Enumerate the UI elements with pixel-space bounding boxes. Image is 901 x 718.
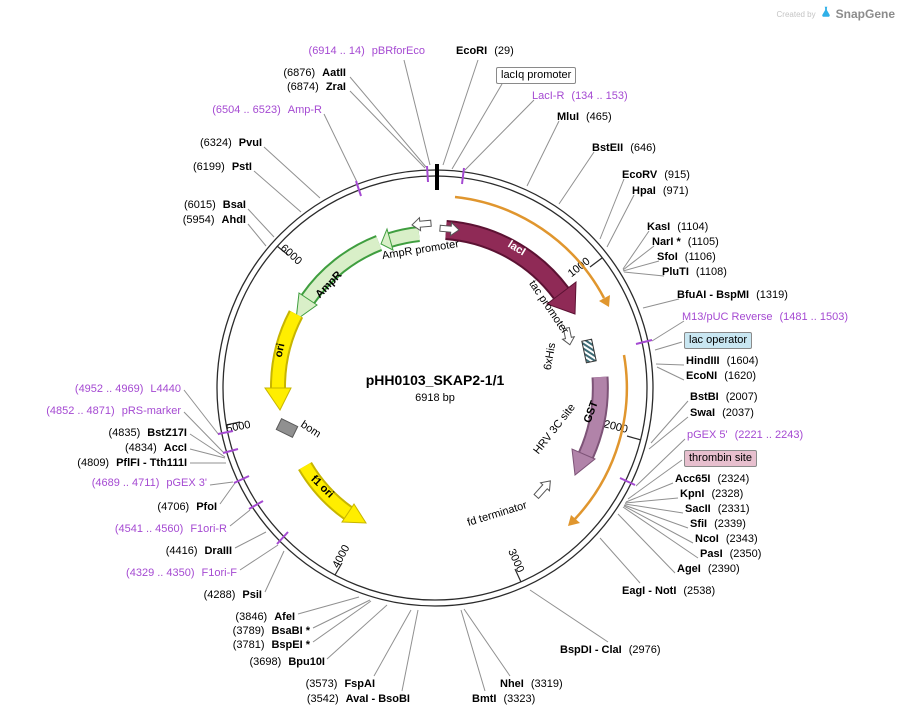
site-label-mlui[interactable]: MluI (465) (557, 111, 612, 123)
site-label-ahdi[interactable]: (5954) AhdI (182, 214, 246, 226)
site-label-kpni[interactable]: KpnI (2328) (680, 488, 744, 500)
fd-terminator-arrow-icon[interactable] (532, 477, 555, 501)
ampr-promoter-arrow[interactable] (380, 226, 421, 251)
site-label-aatii[interactable]: (6876) AatII (283, 67, 346, 79)
site-label-bsteii[interactable]: BstEII (646) (592, 142, 656, 154)
primer-label-pbrforeco[interactable]: (6914 .. 14) pBRforEco (308, 45, 425, 57)
site-label-sfii[interactable]: SfiI (2339) (690, 518, 746, 530)
site-label-bsabi[interactable]: (3789) BsaBI * (232, 625, 310, 637)
site-label-sacii[interactable]: SacII (2331) (685, 503, 750, 515)
scale-label-5000: 5000 (225, 419, 251, 435)
primer-ticks (217, 165, 653, 545)
laciq-promoter-arrow-icon[interactable] (411, 216, 432, 232)
plasmid-title: pHH0103_SKAP2-1/1 (366, 372, 505, 388)
site-label-kasi[interactable]: KasI (1104) (647, 221, 709, 233)
site-label-avai-bsobi[interactable]: (3542) AvaI - BsoBI (306, 693, 410, 705)
primer-label-m13-puc-reverse[interactable]: M13/pUC Reverse (1481 .. 1503) (682, 311, 848, 323)
primer-label-pgex-5[interactable]: pGEX 5' (2221 .. 2243) (687, 429, 804, 441)
site-label-acci[interactable]: (4834) AccI (124, 442, 187, 454)
site-label-nari[interactable]: NarI * (1105) (652, 236, 719, 248)
site-label-ncoi[interactable]: NcoI (2343) (695, 533, 758, 545)
snapgene-flask-icon (820, 5, 832, 23)
laci-arrow[interactable] (445, 220, 577, 315)
site-label-afei[interactable]: (3846) AfeI (235, 611, 295, 623)
ampr-arrow[interactable] (295, 235, 383, 322)
site-label-acc65i[interactable]: Acc65I (2324) (675, 473, 750, 485)
site-label-bstz17i[interactable]: (4835) BstZ17I (108, 427, 187, 439)
his-tag-box[interactable] (581, 338, 597, 364)
site-label-ecorv[interactable]: EcoRV (915) (622, 169, 690, 181)
site-label-hindiii[interactable]: HindIII (1604) (686, 355, 759, 367)
site-label-nhei[interactable]: NheI (3319) (500, 678, 563, 690)
site-label-eagi-noti[interactable]: EagI - NotI (2538) (622, 585, 716, 597)
snapgene-credit: Created by SnapGene (776, 5, 895, 23)
feature-label-6xhis: 6xHis (542, 341, 559, 371)
scale-label-6000: 6000 (278, 242, 304, 267)
primer-label-l4440[interactable]: (4952 .. 4969) L4440 (74, 383, 181, 395)
scale-label-3000: 3000 (505, 547, 526, 574)
site-label-econi[interactable]: EcoNI (1620) (686, 370, 756, 382)
primer-label-f1ori-r[interactable]: (4541 .. 4560) F1ori-R (114, 523, 227, 535)
primer-label-laci-r[interactable]: LacI-R (134 .. 153) (532, 90, 628, 102)
site-label-pluti[interactable]: PluTI (1108) (662, 266, 727, 278)
site-label-sfoi[interactable]: SfoI (1106) (657, 251, 716, 263)
site-label-swai[interactable]: SwaI (2037) (690, 407, 754, 419)
f1-ori-arrow[interactable] (298, 461, 367, 524)
site-label-fspai[interactable]: (3573) FspAI (305, 678, 375, 690)
snapgene-brand: SnapGene (835, 7, 895, 21)
callout-lines (183, 59, 699, 692)
site-label-draiii[interactable]: (4416) DraIII (165, 545, 232, 557)
gst-arrow[interactable] (571, 376, 609, 476)
feature-label-fd-terminator: fd terminator (466, 499, 529, 529)
orf-arc-gst (568, 354, 629, 526)
orf-arc-laci (454, 195, 610, 307)
site-label-zrai[interactable]: (6874) ZraI (287, 81, 346, 93)
site-label-bfuai-bspmi[interactable]: BfuAI - BspMI (1319) (677, 289, 788, 301)
ori-arrow[interactable] (264, 310, 304, 411)
site-label-hpai[interactable]: HpaI (971) (632, 185, 689, 197)
site-label-psti[interactable]: (6199) PstI (193, 161, 252, 173)
site-label-bspdi-clai[interactable]: BspDI - ClaI (2976) (560, 644, 661, 656)
tac-promoter-arrow-icon[interactable] (439, 221, 460, 237)
primer-label-prs-marker[interactable]: (4852 .. 4871) pRS-marker (46, 405, 181, 417)
bom-box[interactable] (275, 417, 299, 439)
scale-label-4000: 4000 (330, 543, 352, 570)
site-label-pvui[interactable]: (6324) PvuI (199, 137, 262, 149)
feature-label-laciq-promoter-box[interactable]: lacIq promoter (496, 67, 577, 84)
feature-label-hrv3c: HRV 3C site (531, 402, 578, 457)
site-label-agei[interactable]: AgeI (2390) (677, 563, 740, 575)
site-label-bspei[interactable]: (3781) BspEI * (232, 639, 310, 651)
site-label-bstbi[interactable]: BstBI (2007) (690, 391, 758, 403)
site-label-bpu10i[interactable]: (3698) Bpu10I (249, 656, 325, 668)
feature-label-ori: ori (273, 342, 288, 358)
feature-label-bom: bom (298, 419, 322, 441)
primer-label-pgex-3[interactable]: (4689 .. 4711) pGEX 3' (91, 477, 207, 489)
site-label-pasi[interactable]: PasI (2350) (700, 548, 762, 560)
site-label-pfoi[interactable]: (4706) PfoI (157, 501, 217, 513)
his-promoter-arrow-icon[interactable] (560, 326, 576, 346)
feature-label-thrombin-site-box[interactable]: thrombin site (684, 450, 757, 467)
site-label-psii[interactable]: (4288) PsiI (203, 589, 262, 601)
plasmid-size: 6918 bp (415, 392, 455, 404)
scale-label-1000: 1000 (566, 255, 593, 280)
primer-label-f1ori-f[interactable]: (4329 .. 4350) F1ori-F (126, 567, 237, 579)
site-label-bsai[interactable]: (6015) BsaI (183, 199, 246, 211)
scale-ticks (225, 245, 642, 583)
site-label-bmti[interactable]: BmtI (3323) (472, 693, 536, 705)
site-label-pflfi-tth111i[interactable]: (4809) PflFI - Tth111I (77, 457, 187, 469)
primer-label-amp-r[interactable]: (6504 .. 6523) Amp-R (212, 104, 322, 116)
site-label-ecori[interactable]: EcoRI (29) (456, 45, 514, 57)
feature-label-lac-operator-box[interactable]: lac operator (684, 332, 753, 349)
created-by-text: Created by (776, 9, 816, 19)
